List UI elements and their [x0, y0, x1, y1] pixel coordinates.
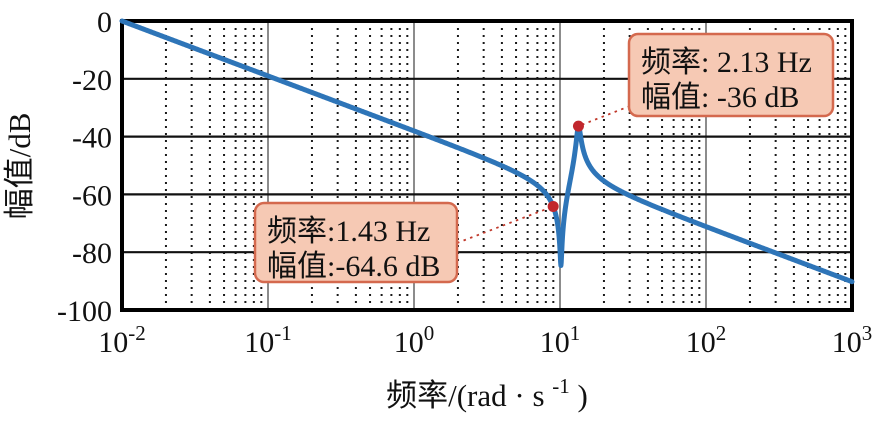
- magnitude-curve-line: [119, 18, 855, 285]
- data-point-marker: [572, 120, 584, 132]
- x-tick-label: 100: [394, 321, 435, 359]
- y-tick-label: -60: [72, 179, 112, 212]
- x-tick-exponent: 0: [424, 321, 435, 345]
- x-tick-label: 10-1: [244, 321, 292, 359]
- x-tick-base: 10: [98, 326, 128, 359]
- magnitude-curve: [119, 18, 855, 285]
- x-tick-label: 101: [540, 321, 581, 359]
- x-tick-exponent: -2: [128, 321, 146, 345]
- x-tick-base: 10: [394, 326, 424, 359]
- x-tick-label: 103: [832, 321, 873, 359]
- data-point-markers: [547, 120, 584, 212]
- x-tick-exponent: 3: [862, 321, 873, 345]
- x-tick-exponent: -1: [274, 321, 292, 345]
- x-axis-title-text: 频率/(rad · s: [386, 378, 544, 413]
- x-tick-base: 10: [832, 326, 862, 359]
- x-axis-title-close: ): [578, 378, 588, 413]
- x-tick-base: 10: [540, 326, 570, 359]
- axes-frame: [120, 19, 854, 312]
- annotation-text-line: 幅值: -36 dB: [641, 81, 799, 114]
- annotation-text-line: 频率:1.43 Hz: [267, 215, 430, 248]
- y-tick-label: -40: [72, 122, 112, 155]
- x-tick-base: 10: [686, 326, 716, 359]
- x-tick-label: 10-2: [98, 321, 146, 359]
- x-axis-title-superscript: -1: [552, 374, 570, 398]
- y-tick-label: -20: [72, 64, 112, 97]
- annotation-box: [627, 32, 835, 118]
- x-tick-base: 10: [244, 326, 274, 359]
- major-gridlines: [122, 21, 852, 310]
- y-tick-label: 0: [97, 6, 112, 39]
- annotation-text-line: 幅值:-64.6 dB: [267, 250, 440, 283]
- annotation-text-line: 频率: 2.13 Hz: [641, 46, 812, 79]
- y-tick-label: -100: [57, 295, 112, 328]
- annotation-box: [253, 201, 459, 284]
- plot-frame: [120, 19, 854, 312]
- x-tick-exponent: 1: [570, 321, 581, 345]
- x-axis-title: 频率/(rad · s -1 ): [386, 365, 588, 413]
- x-tick-label: 102: [686, 321, 727, 359]
- x-tick-exponent: 2: [716, 321, 727, 345]
- leader-line: [578, 105, 631, 127]
- y-tick-label: -80: [72, 237, 112, 270]
- y-axis-title: 幅值/dB: [2, 113, 37, 220]
- annotation-leader-lines: [456, 105, 631, 244]
- data-point-marker: [547, 200, 559, 212]
- leader-line: [456, 205, 554, 244]
